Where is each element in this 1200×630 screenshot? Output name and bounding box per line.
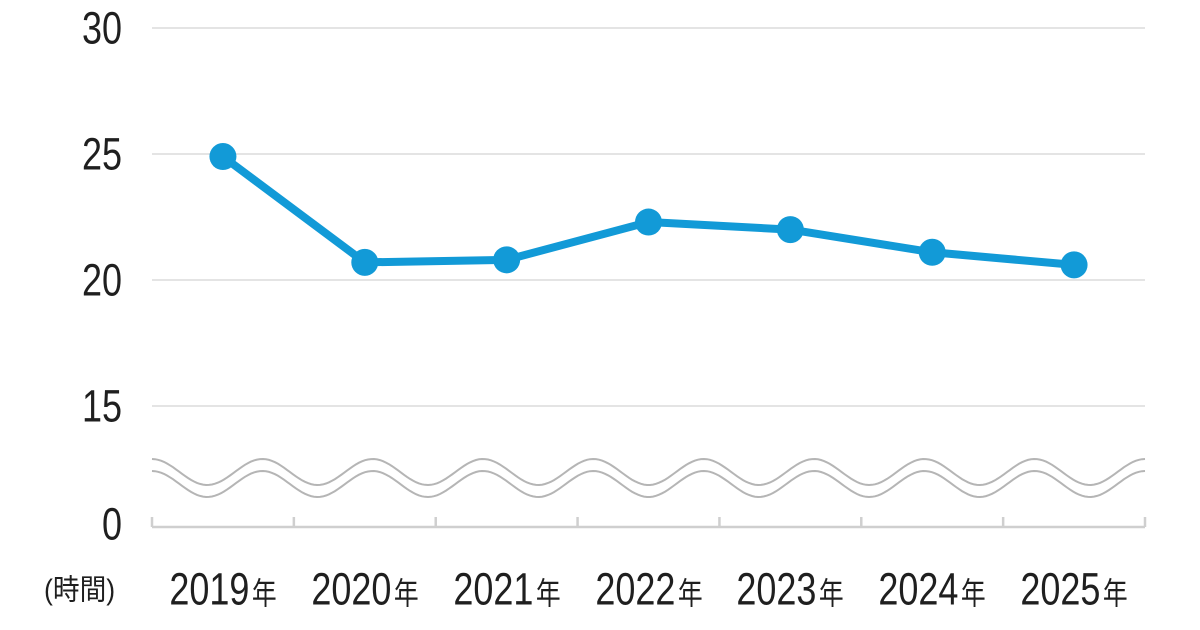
data-point-2024 [918,238,946,266]
year-number: 2021 [452,563,534,615]
y-axis-tick-label-0: 0 [28,502,122,547]
y-axis-tick-label-20: 20 [28,258,122,303]
data-point-2020 [351,248,379,276]
x-axis-tick-label-2023: 2023年 [723,567,857,612]
x-axis-line [150,517,1147,529]
x-axis-tick-label-2025: 2025年 [1007,567,1141,612]
data-point-2019 [209,143,237,171]
x-axis-tick-label-2020: 2020年 [298,567,432,612]
data-point-2022 [635,208,662,236]
data-point-2025 [1060,251,1088,279]
y-axis-tick-text: 20 [81,254,122,306]
y-axis-tick-text: 0 [101,498,122,550]
x-axis-tick-label-2021: 2021年 [440,567,574,612]
axis-break-wave-2 [151,469,1146,499]
x-axis-tick-label-2024: 2024年 [865,567,999,612]
x-axis-tick-label-2022: 2022年 [581,567,715,612]
x-axis-tick-text: 2021年 [453,567,560,612]
x-axis-tick-text: 2022年 [595,567,702,612]
x-axis-tick-text: 2025年 [1020,567,1127,612]
year-suffix: 年 [819,576,844,612]
year-suffix: 年 [961,576,986,612]
data-point-2021 [493,246,521,274]
x-axis-tick-text: 2023年 [737,567,844,612]
y-axis-tick-text: 15 [81,380,122,432]
year-number: 2019 [169,563,250,615]
y-axis-unit-label: (時間) [44,574,121,607]
year-number: 2023 [736,563,817,615]
axis-break-wave-1 [151,457,1146,487]
y-axis-tick-text: 30 [81,2,122,54]
year-suffix: 年 [677,576,703,612]
x-axis-tick-text: 2024年 [879,567,986,612]
y-axis-tick-label-15: 15 [28,384,122,429]
x-axis-tick-label-2019: 2019年 [156,567,290,612]
x-axis-tick-text: 2020年 [311,567,418,612]
y-axis-tick-label-30: 30 [28,6,122,51]
y-axis-tick-label-25: 25 [28,132,122,177]
y-axis-tick-text: 25 [81,128,122,180]
x-axis-tick-text: 2019年 [169,567,276,612]
year-number: 2022 [594,563,675,615]
year-suffix: 年 [535,576,561,612]
data-point-2023 [776,216,804,244]
year-number: 2020 [311,563,392,615]
year-number: 2024 [878,563,959,615]
year-suffix: 年 [251,576,277,612]
year-suffix: 年 [393,576,419,612]
y-axis-unit-text: (時間) [44,574,116,607]
year-number: 2025 [1020,563,1101,615]
year-suffix: 年 [1102,576,1128,612]
